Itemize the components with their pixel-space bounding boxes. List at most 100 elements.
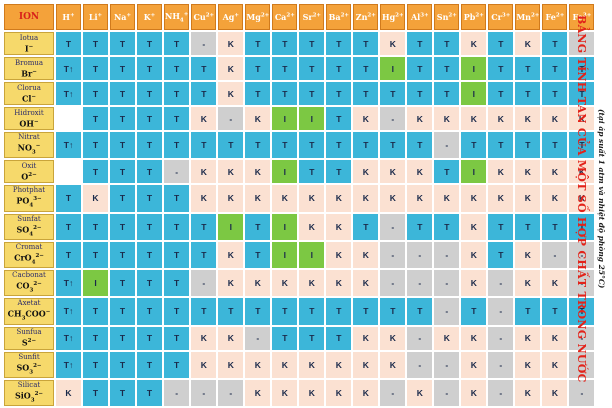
solubility-cell: T (245, 241, 271, 268)
solubility-cell: I (299, 107, 325, 130)
solubility-cell: - (164, 160, 190, 184)
formula-base: Pb (463, 12, 476, 22)
solubility-cell: T↑ (56, 57, 81, 80)
solubility-cell: K (272, 379, 298, 406)
solubility-cell: T (83, 82, 108, 105)
anion-name: Sunfit (18, 352, 40, 361)
formula-charge: 2+ (530, 12, 540, 19)
table-row: Sunfit SO32− T↑ T T T T K K K K K K K K - - K - K K - (4, 351, 595, 378)
solubility-cell: K (542, 185, 568, 212)
solubility-cell: T (407, 298, 433, 325)
solubility-cell: T (380, 132, 406, 159)
cation-header: Al3+ (407, 4, 433, 30)
solubility-cell: K (353, 160, 379, 184)
formula-base: OH (19, 118, 34, 129)
table-row: Bromua Br− T↑ T T T T T K T T T T T I T T I T T T T (4, 57, 595, 80)
solubility-cell: T (137, 107, 162, 130)
formula-base: SiO (14, 390, 31, 401)
table-row: Cromat CrO42− T T T T T T K T I I K K - - - K T K - - (4, 241, 595, 268)
solubility-cell: T (569, 213, 595, 240)
solubility-cell: T (137, 326, 162, 350)
solubility-cell (56, 107, 81, 130)
solubility-cell: - (434, 270, 460, 297)
formula-charge: 2+ (367, 12, 376, 19)
formula-charge: − (33, 118, 39, 125)
solubility-cell: - (569, 351, 595, 378)
anion-formula: OH− (5, 118, 53, 129)
solubility-cell: T (83, 298, 108, 325)
solubility-cell: K (191, 160, 217, 184)
solubility-cell: K (542, 107, 568, 130)
solubility-cell: T (164, 298, 190, 325)
solubility-cell: T (353, 213, 379, 240)
formula-charge: 2+ (205, 12, 215, 19)
solubility-cell: T (272, 326, 298, 350)
solubility-cell: T (353, 82, 379, 105)
cation-header: Zn2+ (353, 4, 379, 30)
solubility-cell: - (191, 379, 217, 406)
solubility-cell: T (380, 298, 406, 325)
solubility-cell: T (299, 298, 325, 325)
solubility-cell: K (83, 185, 108, 212)
solubility-cell: - (569, 326, 595, 350)
formula-base: Cl (21, 93, 32, 104)
solubility-cell: K (353, 270, 379, 297)
solubility-cell: T (272, 132, 298, 159)
solubility-cell: - (407, 351, 433, 378)
formula-base: Hg (382, 12, 396, 22)
solubility-cell: - (191, 270, 217, 297)
solubility-cell: T (137, 160, 162, 184)
solubility-cell: K (353, 351, 379, 378)
solubility-cell: K (218, 57, 244, 80)
cation-header: Ca2+ (272, 4, 298, 30)
anion-name: Nitrat (18, 133, 40, 141)
solubility-cell: K (461, 213, 487, 240)
solubility-cell: - (380, 241, 406, 268)
solubility-cell: T (299, 32, 325, 55)
solubility-cell: T (299, 326, 325, 350)
anion-label: Cromat CrO42− (4, 241, 54, 268)
solubility-cell: K (515, 107, 541, 130)
solubility-cell: T (569, 132, 595, 159)
formula-charge: 3− (33, 196, 42, 203)
solubility-cell: T (56, 32, 81, 55)
anion-label: Photphat PO43− (4, 185, 54, 212)
anion-name: Oxit (21, 161, 37, 170)
solubility-cell: K (542, 379, 568, 406)
solubility-cell: T (326, 326, 352, 350)
formula-base: CH (7, 308, 22, 319)
solubility-cell: T↑ (56, 132, 81, 159)
solubility-cell: K (353, 185, 379, 212)
formula-base: Mg (246, 12, 261, 22)
solubility-cell: - (191, 32, 217, 55)
formula-charge: − (32, 68, 37, 75)
solubility-cell: K (488, 185, 514, 212)
formula-charge: 2− (27, 338, 37, 345)
formula-charge: 2− (28, 171, 37, 178)
anion-name: Bromua (14, 58, 44, 67)
anion-formula: NO3− (5, 142, 53, 157)
solubility-cell: T (407, 82, 433, 105)
solubility-cell: - (488, 379, 514, 406)
anion-formula: Cl− (5, 93, 53, 104)
solubility-cell: K (218, 82, 244, 105)
formula-charge: 2+ (260, 12, 270, 19)
cation-header: Fe2+ (542, 4, 568, 30)
anion-name: Cacbonat (12, 271, 46, 279)
solubility-cell: T (110, 298, 135, 325)
formula-base: COO (25, 308, 46, 319)
solubility-cell: K (488, 160, 514, 184)
formula-charge: 2− (34, 390, 44, 397)
solubility-cell: - (380, 270, 406, 297)
solubility-cell: K (353, 326, 379, 350)
solubility-cell: K (380, 326, 406, 350)
solubility-cell: K (461, 270, 487, 297)
solubility-cell: K (326, 213, 352, 240)
formula-charge: 2+ (475, 12, 484, 19)
cation-header: NH4+ (164, 4, 190, 30)
solubility-cell: - (434, 379, 460, 406)
solubility-cell: T (191, 82, 217, 105)
solubility-cell: T (110, 132, 135, 159)
solubility-cell: T (461, 132, 487, 159)
solubility-cell: I (461, 82, 487, 105)
